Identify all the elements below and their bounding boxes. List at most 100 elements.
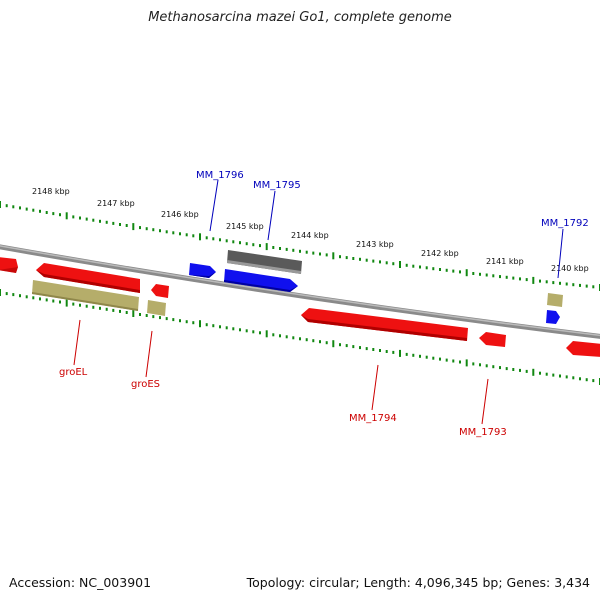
gene-mm1794[interactable] bbox=[301, 308, 468, 341]
upper-scale-tick bbox=[432, 267, 435, 271]
upper-scale-tick bbox=[212, 237, 215, 241]
label-groEL[interactable]: groEL bbox=[59, 367, 88, 378]
lower-scale-tick bbox=[305, 338, 308, 342]
upper-scale-tick bbox=[0, 201, 1, 208]
upper-scale-tick bbox=[572, 283, 575, 287]
upper-scale-tick bbox=[139, 226, 141, 230]
label-mm1796[interactable]: MM_1796 bbox=[196, 170, 244, 181]
upper-scale-ticks bbox=[0, 201, 600, 291]
gene-mm1795[interactable] bbox=[224, 269, 298, 292]
lower-scale-tick bbox=[85, 304, 88, 308]
upper-scale-tick bbox=[539, 279, 541, 283]
upper-scale-tick bbox=[585, 284, 588, 288]
gene-red-right-edge[interactable] bbox=[566, 341, 600, 357]
upper-scale-tick bbox=[205, 236, 208, 240]
lower-scale-tick bbox=[19, 294, 21, 298]
gene-groES[interactable] bbox=[147, 300, 166, 316]
upper-scale-tick bbox=[472, 272, 475, 275]
upper-scale-tick bbox=[192, 234, 195, 238]
upper-scale-tick bbox=[325, 253, 328, 257]
lower-scale-tick bbox=[285, 335, 288, 339]
lower-scale-tick bbox=[239, 328, 241, 332]
label-mm1793[interactable]: MM_1793 bbox=[459, 427, 507, 438]
upper-scale-tick bbox=[152, 228, 155, 232]
lower-scale-tick bbox=[125, 311, 128, 314]
upper-scale-tick bbox=[532, 276, 535, 284]
lower-scale-tick bbox=[339, 343, 341, 347]
upper-scale-tick bbox=[52, 212, 55, 216]
lower-scale-tick bbox=[505, 367, 508, 371]
upper-scale-tick bbox=[385, 261, 388, 265]
label-mm1795[interactable]: MM_1795 bbox=[253, 180, 301, 191]
upper-scale-tick bbox=[545, 280, 548, 284]
upper-scale-tick bbox=[459, 270, 461, 274]
upper-scale-tick bbox=[565, 282, 568, 286]
lower-scale-tick bbox=[232, 327, 235, 331]
lower-scale-tick bbox=[219, 325, 221, 329]
gene-gray[interactable] bbox=[227, 250, 302, 274]
lower-scale-tick bbox=[192, 321, 195, 325]
label-mm1792[interactable]: MM_1792 bbox=[541, 218, 589, 229]
lower-scale-tick bbox=[72, 302, 75, 306]
topology-text: Topology: circular; Length: 4,096,345 bp… bbox=[246, 575, 590, 590]
upper-scale-tick bbox=[299, 249, 301, 253]
upper-scale-tick bbox=[105, 220, 108, 224]
lower-scale-tick bbox=[492, 365, 495, 369]
upper-scale-tick bbox=[25, 207, 28, 211]
upper-scale-tick bbox=[245, 242, 248, 246]
gene-groEL[interactable] bbox=[32, 280, 139, 311]
lower-scale-tick bbox=[472, 362, 475, 366]
gene-red-upper-1[interactable] bbox=[36, 263, 140, 293]
lower-scale-tick bbox=[5, 292, 8, 296]
lower-scale-tick bbox=[225, 326, 228, 330]
upper-scale-tick bbox=[72, 215, 75, 219]
lower-scale-tick bbox=[65, 299, 68, 307]
upper-scale-tick bbox=[579, 283, 581, 287]
upper-scale-tick bbox=[159, 229, 161, 233]
lower-scale-tick bbox=[139, 313, 141, 316]
upper-scale-tick bbox=[592, 285, 595, 289]
lower-scale-tick bbox=[272, 333, 275, 337]
upper-scale-tick bbox=[12, 205, 15, 209]
lower-scale-tick bbox=[0, 289, 1, 296]
kbp-label-2144: 2144 kbp bbox=[291, 231, 329, 240]
upper-scale-tick bbox=[399, 261, 401, 268]
gene-red-small-groES[interactable] bbox=[151, 284, 169, 298]
lower-scale-tick bbox=[385, 350, 388, 353]
lower-scale-tick bbox=[459, 360, 461, 364]
upper-scale-tick bbox=[492, 274, 495, 278]
map-title: Methanosarcina mazei Go1, complete genom… bbox=[148, 10, 452, 25]
gene-mm1796[interactable] bbox=[189, 263, 216, 278]
upper-scale-tick bbox=[92, 218, 95, 222]
upper-scale-tick bbox=[552, 281, 555, 285]
gene-olive-small-right[interactable] bbox=[547, 293, 563, 307]
lower-scale-tick bbox=[172, 318, 175, 322]
lower-scale-tick bbox=[185, 320, 188, 324]
label-mm1794[interactable]: MM_1794 bbox=[349, 413, 397, 424]
upper-scale-tick bbox=[185, 233, 188, 237]
upper-scale-tick bbox=[359, 257, 361, 261]
upper-scale-tick bbox=[279, 247, 281, 250]
upper-scale-tick bbox=[252, 243, 255, 247]
lower-scale-tick bbox=[45, 298, 48, 302]
lower-scale-tick bbox=[119, 309, 121, 313]
kbp-label-2140: 2140 kbp bbox=[551, 264, 589, 273]
label-groES[interactable]: groES bbox=[131, 379, 160, 390]
lower-scale-tick bbox=[259, 331, 261, 335]
upper-scale-tick bbox=[412, 264, 415, 268]
lower-scale-tick bbox=[59, 300, 61, 304]
gene-mm1793[interactable] bbox=[479, 332, 506, 347]
genome-backbone bbox=[0, 244, 600, 339]
lower-scale-tick bbox=[332, 340, 335, 348]
lower-scale-tick bbox=[319, 340, 321, 344]
upper-scale-tick bbox=[312, 251, 315, 255]
upper-scale-tick bbox=[232, 240, 235, 244]
upper-scale-tick bbox=[499, 275, 501, 279]
lower-scale-tick bbox=[325, 341, 328, 345]
lower-scale-tick bbox=[179, 319, 181, 323]
lower-scale-tick bbox=[52, 299, 55, 303]
upper-scale-tick bbox=[425, 266, 428, 270]
gene-mm1792[interactable] bbox=[546, 310, 560, 324]
upper-scale-tick bbox=[405, 263, 408, 267]
